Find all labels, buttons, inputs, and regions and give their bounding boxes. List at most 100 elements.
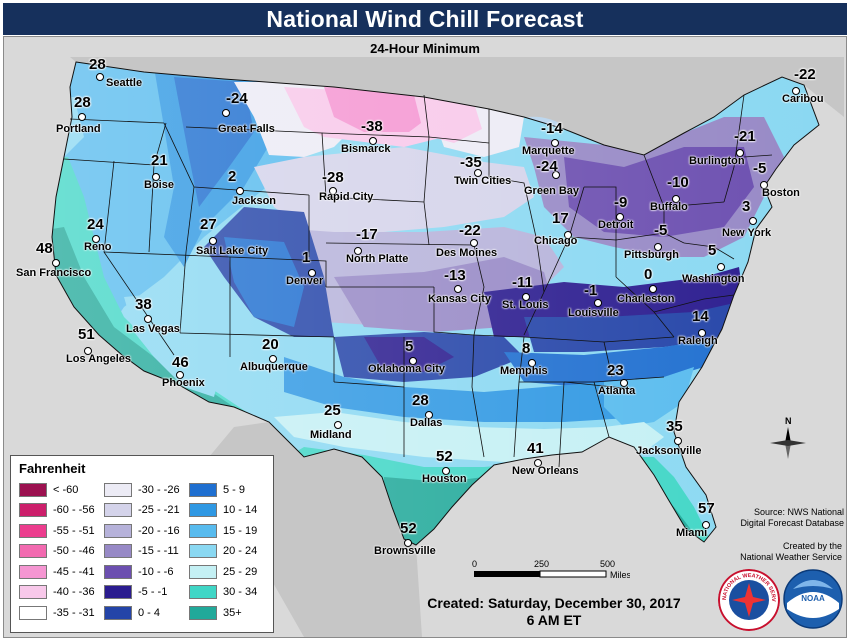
wind-chill-value: -17 <box>356 226 378 243</box>
north-arrow-icon: N <box>770 416 806 459</box>
creator-note: Created by the National Weather Service <box>704 541 842 563</box>
wind-chill-value: 48 <box>36 240 53 257</box>
wind-chill-value: -9 <box>614 194 628 211</box>
legend-swatch <box>19 544 47 558</box>
city-dot-icon <box>760 181 768 189</box>
city-dot-icon <box>616 213 624 221</box>
legend-item: 10 - 14 <box>189 503 257 518</box>
city-name: Louisville <box>568 307 619 319</box>
source-note: Source: NWS National Digital Forecast Da… <box>704 507 844 529</box>
city-dot-icon <box>470 239 478 247</box>
legend-item: -25 - -21 <box>104 503 180 518</box>
city-name: Las Vegas <box>126 323 180 335</box>
legend-swatch <box>104 605 132 620</box>
legend-label: -60 - -56 <box>53 504 95 516</box>
city-name: Atlanta <box>598 385 636 397</box>
legend-label: 15 - 19 <box>223 524 258 537</box>
city-dot-icon <box>672 195 680 203</box>
city-dot-icon <box>442 467 450 475</box>
wind-chill-value: 24 <box>87 216 104 233</box>
city-name: Detroit <box>598 219 634 231</box>
scale-tick-250: 250 <box>534 559 549 569</box>
legend-item: -20 - -16 <box>104 523 180 538</box>
city-name: Brownsville <box>374 545 436 557</box>
city-dot-icon <box>209 237 217 245</box>
legend-swatch <box>189 482 217 497</box>
legend-swatch <box>189 523 217 538</box>
city-name: Reno <box>84 241 112 253</box>
city-dot-icon <box>96 73 104 81</box>
legend-swatch <box>189 503 217 517</box>
map-frame: 24-Hour Minimum 28 Seattle 28 Portland -24 Gr… <box>3 36 847 638</box>
legend-item: 0 - 4 <box>104 605 160 620</box>
city-dot-icon <box>52 259 60 267</box>
scale-bar: 0 250 500 Miles <box>472 559 630 580</box>
legend-swatch <box>104 585 132 599</box>
legend-label: 35+ <box>223 606 242 619</box>
wind-chill-value: -13 <box>444 267 466 284</box>
noaa-logo-icon: NOAA <box>783 569 843 629</box>
legend-label: 5 - 9 <box>223 483 246 496</box>
city-name: Memphis <box>500 365 548 377</box>
city-dot-icon <box>308 269 316 277</box>
legend-swatch <box>104 482 132 497</box>
wind-chill-value: 52 <box>436 448 453 465</box>
legend-swatch <box>19 523 47 538</box>
city-dot-icon <box>176 371 184 379</box>
city-dot-icon <box>454 285 462 293</box>
city-dot-icon <box>717 263 725 271</box>
legend-label: 0 - 4 <box>138 606 161 619</box>
wind-chill-value: 51 <box>78 326 95 343</box>
city-dot-icon <box>528 359 536 367</box>
title-banner: National Wind Chill Forecast <box>3 3 847 35</box>
city-name: Chicago <box>534 235 578 247</box>
wind-chill-value: 28 <box>89 56 106 73</box>
city-name: Marquette <box>522 145 575 157</box>
legend-item: -10 - -6 <box>104 564 173 579</box>
city-dot-icon <box>236 187 244 195</box>
wind-chill-value: 5 <box>708 242 717 259</box>
wind-chill-value: 52 <box>400 520 417 537</box>
city-dot-icon <box>144 315 152 323</box>
map-subtitle: 24-Hour Minimum <box>370 41 480 56</box>
legend-label: -20 - -16 <box>138 524 180 537</box>
city-name: Jackson <box>232 195 277 207</box>
legend-title: Fahrenheit <box>19 461 86 476</box>
legend-item: -15 - -11 <box>104 544 179 559</box>
city-dot-icon <box>522 293 530 301</box>
city-name: Oklahoma City <box>368 363 446 375</box>
city-dot-icon <box>78 113 86 121</box>
city-name: Caribou <box>782 93 824 105</box>
city-name: Burlington <box>689 155 745 167</box>
wind-chill-value: 14 <box>692 308 709 325</box>
city-dot-icon <box>474 169 482 177</box>
legend-swatch <box>104 503 132 517</box>
wind-chill-value: -21 <box>734 128 756 145</box>
wind-chill-value: 41 <box>527 440 544 457</box>
created-line-1: Created: Saturday, December 30, 2017 <box>427 595 681 611</box>
wind-chill-value: -24 <box>226 90 248 107</box>
legend-label: -45 - -41 <box>53 565 95 578</box>
created-date: Created: Saturday, December 30, 2017 6 A… <box>404 595 704 629</box>
city-name: Denver <box>286 275 324 287</box>
legend-label: 10 - 14 <box>223 504 258 516</box>
wind-chill-value: 21 <box>151 152 168 169</box>
wind-chill-value: 25 <box>324 402 341 419</box>
city-dot-icon <box>654 243 662 251</box>
legend-item: 15 - 19 <box>189 523 257 538</box>
city-dot-icon <box>551 139 559 147</box>
city-dot-icon <box>620 379 628 387</box>
wind-chill-value: 20 <box>262 336 279 353</box>
city-dot-icon <box>594 299 602 307</box>
legend-swatch <box>104 564 132 579</box>
wind-chill-value: -5 <box>654 222 668 239</box>
wind-chill-value: -24 <box>536 158 558 175</box>
city-name: Great Falls <box>218 123 275 135</box>
legend-label: -50 - -46 <box>53 545 95 557</box>
source-line-2: Digital Forecast Database <box>740 518 844 528</box>
wind-chill-value: 3 <box>742 198 751 215</box>
legend-label: -5 - -1 <box>138 586 168 598</box>
legend-item: < -60 <box>19 482 78 497</box>
creator-line-2: National Weather Service <box>740 552 842 562</box>
city-dot-icon <box>698 329 706 337</box>
